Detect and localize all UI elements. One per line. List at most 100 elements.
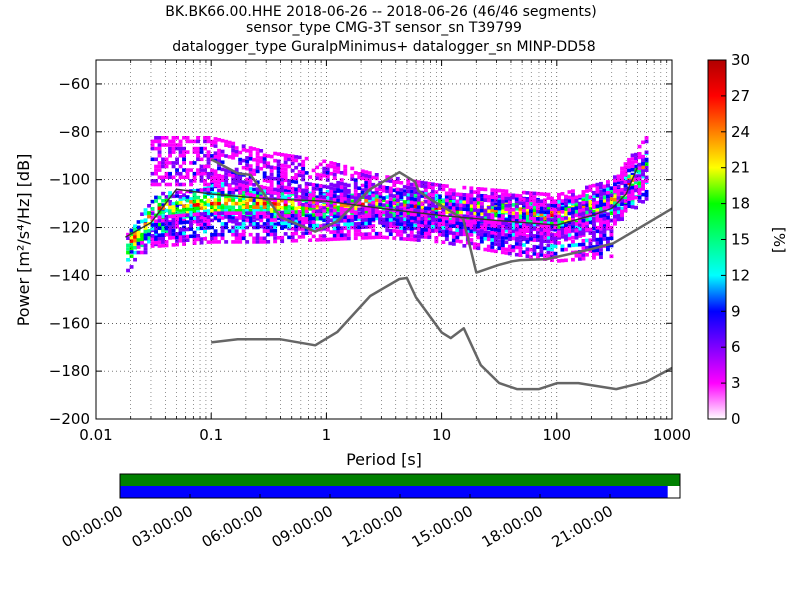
density-cell <box>273 225 278 229</box>
density-cell <box>241 236 246 241</box>
density-cell <box>420 220 425 225</box>
density-cell <box>486 226 491 231</box>
density-cell <box>525 247 530 251</box>
density-cell <box>385 186 390 190</box>
density-cell <box>406 182 411 186</box>
density-cell <box>276 152 281 156</box>
density-cell <box>150 157 155 162</box>
density-cell <box>413 193 418 198</box>
density-cell <box>353 181 358 186</box>
density-cell <box>592 248 596 253</box>
density-cell <box>430 186 435 190</box>
density-cell <box>353 185 358 190</box>
density-cell <box>504 221 509 226</box>
density-cell <box>458 239 463 244</box>
density-cell <box>592 198 596 202</box>
density-cell <box>402 226 407 230</box>
timeline-tick-label: 09:00:00 <box>269 502 336 551</box>
density-cell <box>627 179 631 183</box>
density-cell <box>641 180 645 184</box>
density-cell <box>157 202 162 207</box>
density-cell <box>273 239 278 244</box>
density-cell <box>217 163 221 167</box>
density-cell <box>637 191 642 196</box>
density-cell <box>234 149 239 154</box>
density-cell <box>525 218 530 223</box>
density-cell <box>339 237 344 241</box>
density-cell <box>196 146 200 151</box>
density-cell <box>301 188 306 193</box>
density-cell <box>623 191 628 195</box>
density-cell <box>248 219 253 223</box>
density-cell <box>178 139 183 144</box>
density-cell <box>392 183 397 188</box>
density-cell <box>413 201 418 205</box>
density-cell <box>147 232 151 237</box>
coverage-rows <box>120 474 680 498</box>
density-cell <box>175 224 179 229</box>
density-cell <box>514 245 519 250</box>
density-cell <box>392 217 397 221</box>
density-cell <box>609 211 614 216</box>
density-cell <box>514 227 519 232</box>
density-cell <box>483 219 488 223</box>
density-cell <box>518 235 523 240</box>
density-cell <box>280 188 285 193</box>
density-cell <box>564 219 568 224</box>
density-layer <box>126 136 649 273</box>
density-cell <box>178 182 183 187</box>
density-cell <box>616 206 621 211</box>
density-cell <box>550 213 554 217</box>
density-cell <box>371 217 376 222</box>
density-cell <box>490 188 495 192</box>
density-cell <box>637 152 642 156</box>
density-cell <box>371 214 376 218</box>
density-cell <box>297 205 302 210</box>
density-cell <box>539 192 544 196</box>
density-cell <box>154 139 158 144</box>
density-cell <box>423 188 428 193</box>
density-cell <box>571 235 575 240</box>
density-cell <box>529 223 533 228</box>
density-cell <box>178 227 183 231</box>
density-cell <box>525 229 530 233</box>
density-cell <box>318 234 323 238</box>
density-cell <box>224 168 229 173</box>
density-cell <box>308 214 313 218</box>
density-cell <box>409 230 414 235</box>
density-cell <box>171 218 176 222</box>
colorbar-tick-label: 9 <box>731 302 741 320</box>
density-cell <box>287 197 292 201</box>
density-cell <box>301 212 306 217</box>
density-cell <box>609 229 614 233</box>
y-axis-label: Power [m²/s⁴/Hz] [dB] <box>14 154 33 327</box>
density-cell <box>550 236 554 241</box>
density-cell <box>571 196 575 200</box>
density-cell <box>255 155 260 159</box>
density-cell <box>133 242 137 246</box>
density-cell <box>182 218 186 223</box>
density-cell <box>304 192 309 197</box>
density-cell <box>364 170 369 174</box>
density-cell <box>458 196 463 200</box>
density-cell <box>322 223 327 227</box>
density-cell <box>311 207 316 211</box>
density-cell <box>507 244 512 249</box>
density-cell <box>409 216 414 220</box>
density-cell <box>210 187 214 191</box>
density-cell <box>332 197 337 202</box>
density-cell <box>500 209 505 214</box>
density-cell <box>578 226 582 231</box>
density-cell <box>416 220 421 224</box>
density-cell <box>168 161 172 165</box>
density-cell <box>157 146 162 151</box>
density-cell <box>367 199 372 203</box>
density-cell <box>536 234 540 239</box>
density-cell <box>154 164 158 169</box>
density-cell <box>280 191 285 196</box>
density-cell <box>360 225 365 229</box>
density-cell <box>175 146 179 151</box>
x-tick-label: 0.1 <box>199 426 223 444</box>
density-cell <box>252 183 257 187</box>
